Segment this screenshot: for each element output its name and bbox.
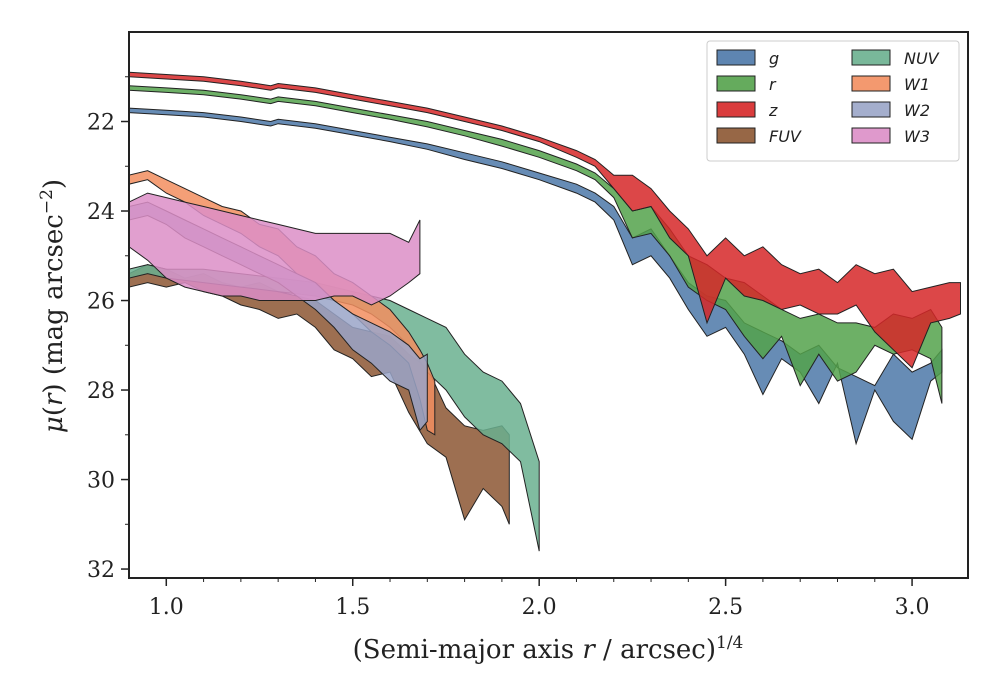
legend-swatch-z [716,101,756,118]
legend-label-fuv: FUV [769,127,802,146]
y-axis-title-mu: μ [39,416,69,433]
x-tick-label: 1.5 [335,595,370,620]
x-axis-title-mid: / arcsec) [595,635,716,665]
y-tick-label: 26 [87,290,115,315]
y-tick-label: 30 [87,469,115,494]
x-axis-title-prefix: (Semi-major axis [353,635,583,665]
x-tick-label: 1.0 [149,595,184,620]
x-axis-title-var: r [582,635,596,665]
legend-label-w1: W1 [904,75,930,94]
band-w3 [129,192,421,306]
y-axis-title: μ(r) (mag arcsec−2) [37,179,69,433]
band-r [129,85,943,404]
legend: grz FUV NUV W1 W2 W3 [706,40,960,162]
band-z [129,71,961,369]
legend-label-nuv: NUV [904,49,940,68]
legend-label-r: r [769,75,777,94]
legend-swatch-g [716,49,756,66]
legend-swatch-nuv [851,49,891,66]
x-axis: 1.0 1.5 2.0 2.5 3.0 [149,578,930,620]
y-tick-label: 32 [87,558,115,583]
legend-swatch-w3 [851,127,891,144]
y-axis-title-unit: (mag arcsec [39,214,69,383]
legend-label-z: z [768,101,778,120]
y-axis-title-end: ) [39,179,69,189]
legend-box [706,40,960,162]
x-tick-label: 2.5 [708,595,743,620]
x-axis-title: (Semi-major axis r / arcsec)1/4 [353,633,744,665]
y-tick-label: 24 [87,200,115,225]
y-axis-title-sup: −2 [37,189,57,214]
y-axis: 22 24 26 28 30 32 [87,76,129,583]
legend-swatch-w2 [851,101,891,118]
legend-swatch-r [716,75,756,92]
plot-frame [128,31,969,579]
legend-swatch-fuv [716,127,756,144]
y-tick-label: 22 [87,111,115,136]
y-tick-label: 28 [87,379,115,404]
legend-label-g: g [769,49,779,68]
x-tick-label: 3.0 [895,595,930,620]
plot-series-group [129,71,961,552]
legend-swatch-w1 [851,75,891,92]
y-axis-title-open: ( [39,406,69,416]
y-axis-title-close: ) [39,383,69,393]
x-tick-label: 2.0 [522,595,557,620]
x-axis-title-sup: 1/4 [716,633,743,653]
legend-label-w3: W3 [904,127,930,146]
legend-label-w2: W2 [904,101,930,120]
y-axis-title-var: r [39,392,69,406]
